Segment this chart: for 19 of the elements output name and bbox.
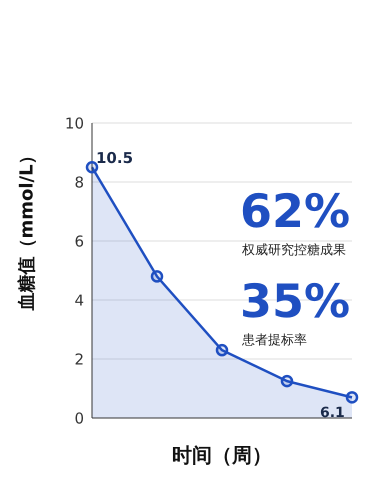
x-axis-title: 时间（周） [172, 443, 272, 467]
point [86, 161, 98, 174]
point [346, 391, 358, 404]
y-tick-label: 2 [74, 350, 84, 368]
annotation: 62% [240, 184, 350, 238]
y-tick-label: 10 [64, 114, 84, 132]
point [150, 270, 164, 283]
annotation: 权威研究控糖成果 [242, 243, 346, 258]
y-tick-label: 4 [74, 291, 84, 310]
y-tick-label: 8 [74, 173, 84, 192]
y-axis-title: 血糖值（mmol/L） [16, 146, 38, 312]
annotation: 10.5 [96, 149, 134, 167]
point [216, 344, 228, 356]
y-tick-label: 0 [74, 409, 84, 428]
annotation: 35% [240, 274, 350, 328]
annotation: 6.1 [320, 405, 345, 421]
y-tick-label: 6 [74, 232, 84, 250]
point [280, 374, 294, 388]
annotation: 患者提标率 [242, 333, 307, 348]
